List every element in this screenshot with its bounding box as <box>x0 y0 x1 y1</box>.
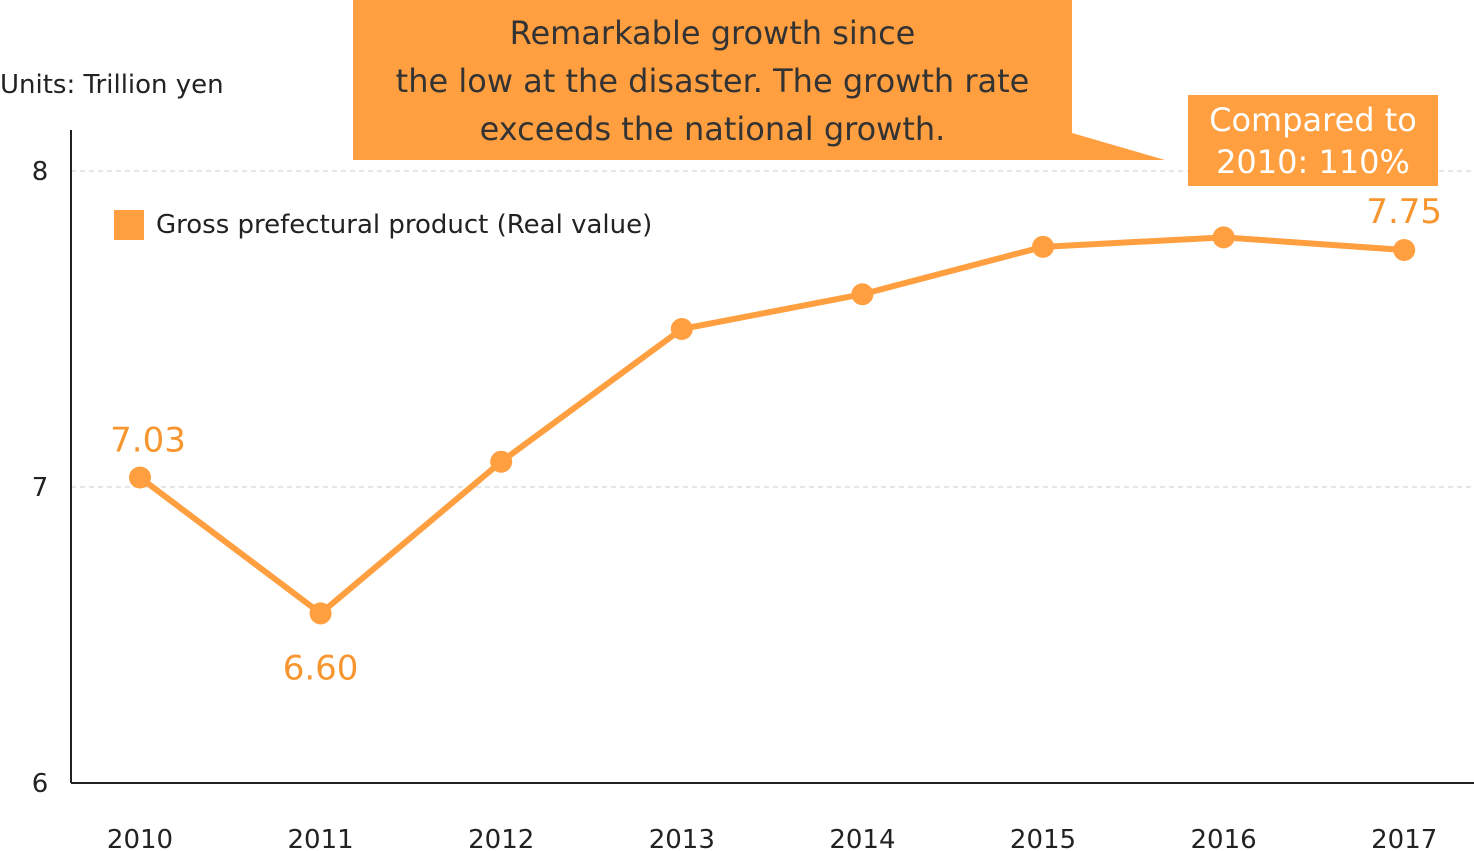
units-label: Units: Trillion yen <box>0 70 224 100</box>
series-line <box>138 234 1405 617</box>
x-tick-label: 2011 <box>288 825 354 851</box>
x-tick-label: 2017 <box>1371 825 1437 851</box>
callout-line: the low at the disaster. The growth rate <box>395 62 1030 100</box>
data-point <box>129 466 151 489</box>
x-tick-label: 2016 <box>1191 825 1257 851</box>
data-point <box>1032 235 1054 258</box>
callout-tail <box>1072 133 1165 160</box>
y-tick-label: 7 <box>32 473 49 503</box>
growth-callout: Remarkable growth since the low at the d… <box>353 0 1072 160</box>
legend-swatch <box>114 210 144 240</box>
x-tick-label: 2013 <box>649 825 715 851</box>
legend-label: Gross prefectural product (Real value) <box>156 210 653 240</box>
data-point <box>490 450 513 473</box>
data-point <box>851 283 874 306</box>
badge-line: Compared to <box>1209 101 1417 139</box>
callout-line: exceeds the national growth. <box>479 110 946 148</box>
data-label: 6.60 <box>283 648 359 688</box>
x-tick-label: 2014 <box>829 825 895 851</box>
y-tick-label: 8 <box>32 157 49 187</box>
x-tick-label: 2010 <box>107 825 173 851</box>
data-point <box>670 318 693 340</box>
data-label: 7.75 <box>1366 192 1442 232</box>
comparison-badge: Compared to 2010: 110% <box>1188 95 1438 186</box>
y-tick-label: 6 <box>32 769 49 799</box>
x-tick-label: 2015 <box>1010 825 1076 851</box>
data-point <box>1393 239 1416 261</box>
data-point <box>1212 226 1235 249</box>
legend: Gross prefectural product (Real value) <box>114 210 652 240</box>
data-point <box>309 602 332 625</box>
x-tick-label: 2012 <box>468 825 534 851</box>
callout-line: Remarkable growth since <box>509 14 916 52</box>
badge-line: 2010: 110% <box>1216 143 1410 181</box>
data-label: 7.03 <box>110 421 186 461</box>
